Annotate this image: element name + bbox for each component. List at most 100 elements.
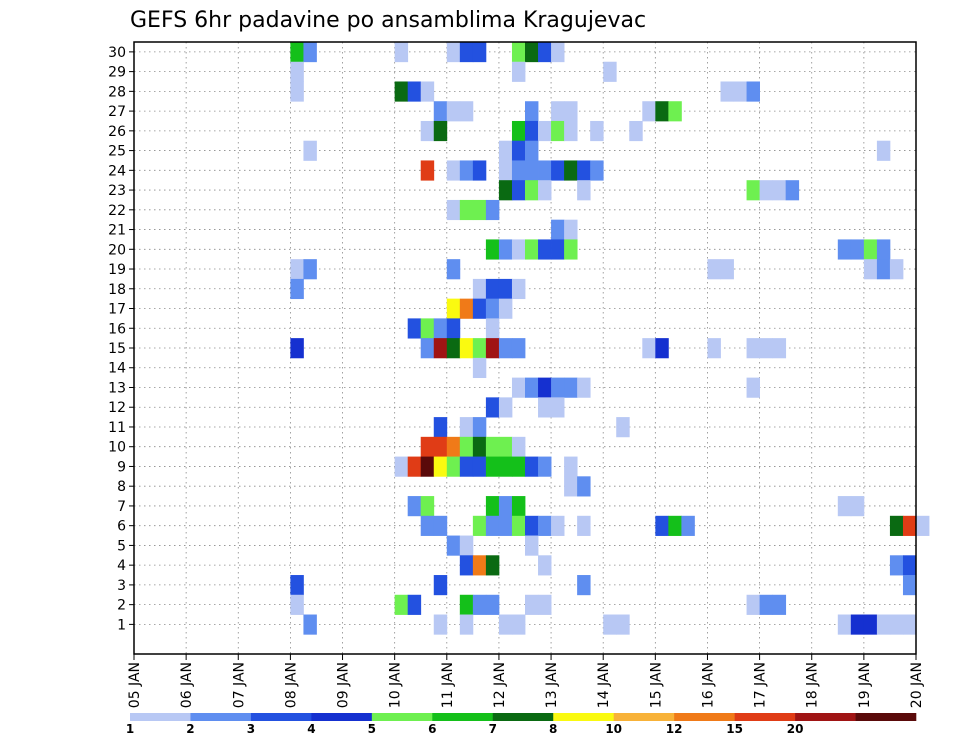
chart-title: GEFS 6hr padavine po ansamblima Kragujev…	[130, 8, 646, 33]
heatmap-cell	[616, 614, 630, 635]
heatmap-cell	[889, 614, 904, 635]
heatmap-cell	[407, 81, 422, 102]
heatmap-cell	[538, 456, 552, 477]
heatmap-cell	[746, 594, 760, 615]
heatmap-cell	[538, 42, 552, 63]
colorbar-label: 3	[247, 722, 255, 736]
heatmap-cell	[850, 239, 865, 260]
heatmap-cell	[642, 101, 656, 122]
heatmap-cell	[472, 278, 487, 300]
x-tick-label: 20 JAN	[909, 662, 925, 708]
heatmap-cell	[655, 515, 669, 536]
heatmap-cell	[538, 180, 552, 201]
heatmap-cell	[459, 338, 474, 359]
y-tick-label: 26	[108, 124, 126, 140]
heatmap-cell	[538, 377, 552, 398]
heatmap-cell	[446, 535, 461, 556]
heatmap-cell	[590, 160, 604, 181]
heatmap-cell	[485, 397, 500, 418]
heatmap-cell	[420, 120, 435, 142]
heatmap-cell	[525, 456, 539, 477]
heatmap-cell	[498, 515, 513, 536]
heatmap-cell	[511, 436, 526, 457]
heatmap-cell	[603, 614, 617, 635]
heatmap-cell	[420, 160, 435, 181]
y-tick-label: 23	[108, 183, 126, 199]
heatmap-cell	[837, 614, 852, 635]
x-tick-label: 07 JAN	[231, 662, 247, 708]
heatmap-cell	[498, 338, 513, 359]
heatmap-cell	[564, 476, 578, 497]
heatmap-cell	[916, 515, 930, 536]
x-tick-label: 11 JAN	[440, 662, 456, 708]
y-axis-tick-labels: 1234567891011121314151617181920212223242…	[108, 45, 126, 634]
x-tick-label: 10 JAN	[388, 662, 404, 708]
heatmap-cell	[433, 417, 448, 438]
heatmap-cell	[290, 594, 304, 615]
y-tick-label: 20	[108, 242, 126, 258]
heatmap-cell	[290, 42, 304, 63]
heatmap-cell	[472, 417, 487, 438]
heatmap-cell	[498, 456, 513, 477]
heatmap-cell	[511, 42, 526, 63]
heatmap-cell	[525, 239, 539, 260]
heatmap-cell	[629, 120, 643, 142]
heatmap-cell	[472, 357, 487, 379]
heatmap-cell	[511, 614, 526, 635]
heatmap-cell	[459, 555, 474, 576]
heatmap-cell	[876, 259, 891, 280]
heatmap-cell	[446, 436, 461, 457]
heatmap-cell	[759, 180, 774, 201]
heatmap-cell	[876, 140, 891, 161]
heatmap-cell	[433, 614, 448, 635]
heatmap-cell	[551, 397, 565, 418]
heatmap-cell	[564, 239, 578, 260]
heatmap-cell	[902, 515, 917, 536]
y-tick-label: 12	[108, 400, 126, 416]
heatmap-cell	[525, 120, 539, 142]
heatmap-cell	[498, 140, 513, 161]
heatmap-cell	[485, 338, 500, 359]
heatmap-cell	[498, 397, 513, 418]
heatmap-cell	[577, 476, 591, 497]
heatmap-cell	[564, 160, 578, 181]
heatmap-cell	[863, 614, 878, 635]
heatmap-cell	[498, 614, 513, 635]
colorbar-swatch	[311, 713, 373, 721]
colorbar-swatch	[613, 713, 675, 721]
heatmap-cell	[290, 338, 304, 359]
heatmap-cell	[746, 180, 760, 201]
colorbar-swatch	[855, 713, 917, 721]
heatmap-cell	[837, 496, 852, 517]
heatmap-cell	[785, 180, 800, 201]
heatmap-cell	[472, 199, 487, 221]
colorbar-label: 20	[787, 722, 804, 736]
y-tick-label: 13	[108, 380, 126, 396]
heatmap-cell	[459, 535, 474, 556]
heatmap-cell	[420, 436, 435, 457]
heatmap-cell	[498, 496, 513, 517]
colorbar-label: 15	[726, 722, 743, 736]
heatmap-cell	[446, 42, 461, 63]
heatmap-cell	[472, 555, 487, 576]
heatmap-cell	[746, 377, 760, 398]
y-tick-label: 4	[117, 558, 126, 574]
heatmap-cell	[889, 555, 904, 576]
heatmap-cell	[433, 338, 448, 359]
heatmap-cell	[707, 259, 721, 280]
heatmap-cell	[525, 42, 539, 63]
heatmap-cell	[511, 496, 526, 517]
x-tick-label: 15 JAN	[648, 662, 664, 708]
heatmap-cell	[511, 278, 526, 300]
heatmap-cell	[551, 120, 565, 142]
heatmap-cell	[303, 259, 317, 280]
heatmap-cell	[889, 259, 904, 280]
heatmap-cell	[407, 456, 422, 477]
heatmap-cell	[459, 417, 474, 438]
heatmap-cell	[511, 180, 526, 201]
x-tick-label: 17 JAN	[753, 662, 769, 708]
y-tick-label: 14	[108, 361, 126, 377]
y-tick-label: 27	[108, 104, 126, 120]
y-tick-label: 5	[117, 538, 126, 554]
